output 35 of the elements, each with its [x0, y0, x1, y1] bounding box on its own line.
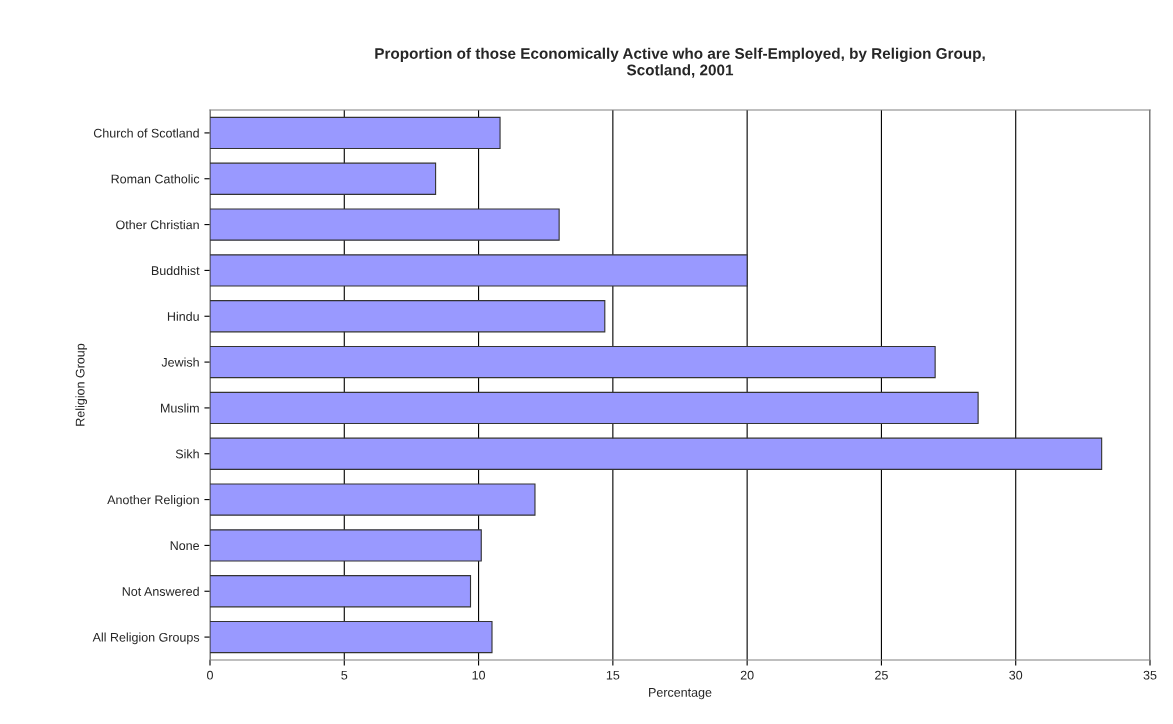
y-axis-title: Religion Group [75, 343, 88, 426]
bar [210, 162, 437, 195]
y-tick-label: Not Answered [122, 586, 199, 596]
bar [210, 300, 606, 333]
y-tick-label: None [170, 541, 200, 551]
bar [210, 254, 748, 287]
x-tick-label: 0 [207, 670, 213, 680]
x-tick-label: 30 [1009, 670, 1023, 680]
bar [210, 437, 1103, 470]
bar [210, 620, 493, 654]
x-tick-label: 10 [472, 670, 486, 680]
y-tick-label: Roman Catholic [111, 174, 200, 184]
y-tick-label: Church of Scotland [93, 128, 199, 138]
x-tick-label: 25 [875, 670, 888, 680]
bar [210, 575, 472, 608]
bar [210, 529, 482, 562]
bar [210, 483, 536, 516]
y-tick-label: Buddhist [151, 265, 200, 276]
y-tick-label: Hindu [167, 311, 199, 321]
x-tick-label: 5 [341, 670, 348, 680]
x-axis-title: Percentage [649, 688, 712, 700]
y-tick-label: Sikh [175, 449, 199, 459]
chart-title: Proportion of those Economically Active who are Self-Employed, by Religion Group, Scotland, 2001 [375, 47, 985, 78]
y-tick-label: Another Religion [107, 495, 199, 507]
y-tick-label: All Religion Groups [92, 632, 200, 645]
bar [210, 208, 560, 241]
x-tick-label: 20 [740, 670, 754, 680]
bar [210, 116, 501, 150]
x-tick-label: 35 [1143, 670, 1157, 680]
bar [210, 345, 936, 379]
bar [210, 391, 979, 425]
y-tick-label: Jewish [161, 357, 199, 367]
y-tick-label: Other Christian [116, 220, 199, 230]
y-tick-label: Muslim [161, 403, 199, 413]
x-tick-label: 15 [606, 670, 620, 680]
